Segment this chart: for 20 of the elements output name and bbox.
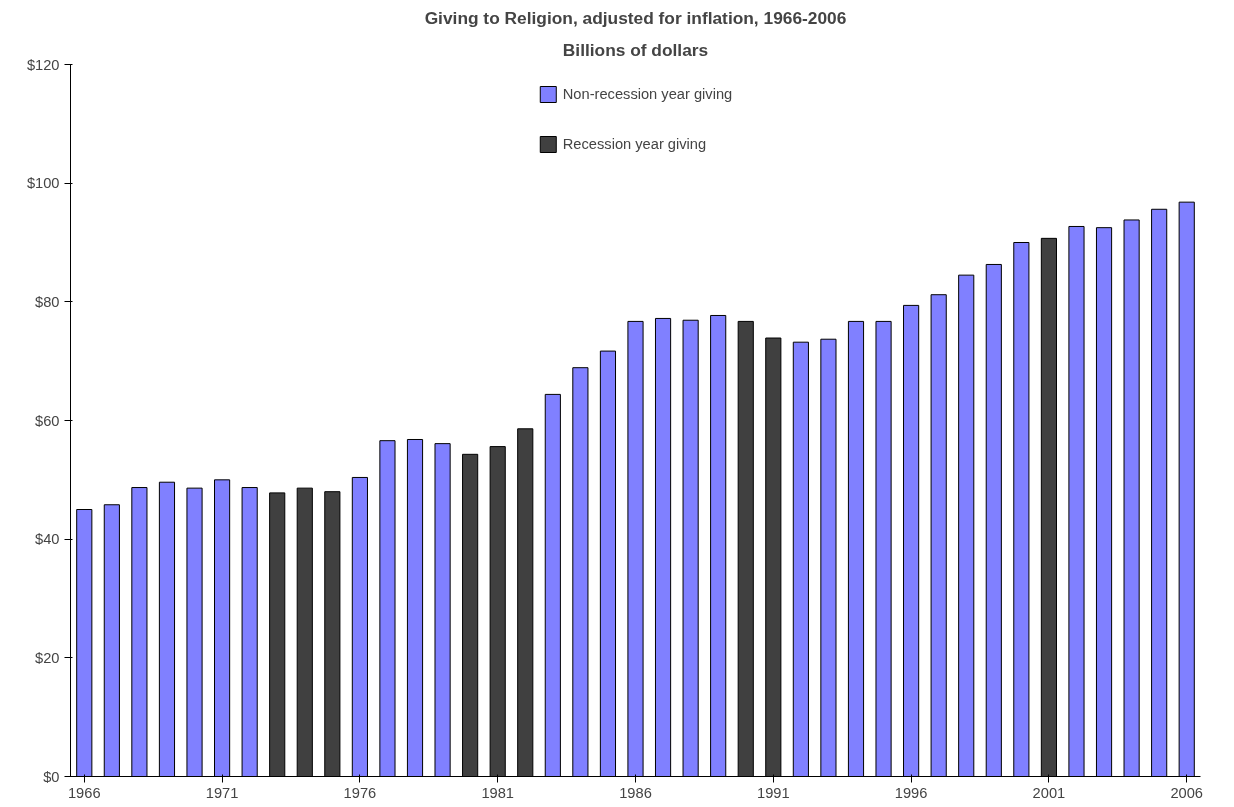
y-tick-label: $80 bbox=[35, 293, 60, 310]
y-tick-label: $120 bbox=[26, 56, 60, 73]
x-tick-label: 1981 bbox=[481, 784, 514, 801]
chart-subtitle: Billions of dollars bbox=[562, 39, 709, 60]
x-tick-label: 2001 bbox=[1032, 784, 1066, 801]
x-tick-label: 1991 bbox=[757, 784, 790, 801]
x-tick-label: 1966 bbox=[67, 784, 101, 801]
x-tick-label: 1986 bbox=[619, 784, 652, 801]
y-tick-label: $0 bbox=[43, 768, 60, 785]
y-tick-label: $60 bbox=[35, 412, 60, 429]
x-tick-label: 1996 bbox=[894, 784, 928, 801]
y-tick-label: $20 bbox=[35, 649, 60, 666]
legend-label: Non-recession year giving bbox=[562, 86, 733, 102]
x-tick-label: 1971 bbox=[205, 784, 239, 801]
y-tick-label: $40 bbox=[35, 531, 60, 548]
chart-title: Giving to Religion, adjusted for inflation, 1966-2006 bbox=[424, 7, 847, 28]
x-tick-label: 2006 bbox=[1170, 784, 1204, 801]
y-tick-label: $100 bbox=[26, 175, 60, 192]
x-tick-label: 1976 bbox=[343, 784, 377, 801]
legend-label: Recession year giving bbox=[562, 136, 707, 152]
